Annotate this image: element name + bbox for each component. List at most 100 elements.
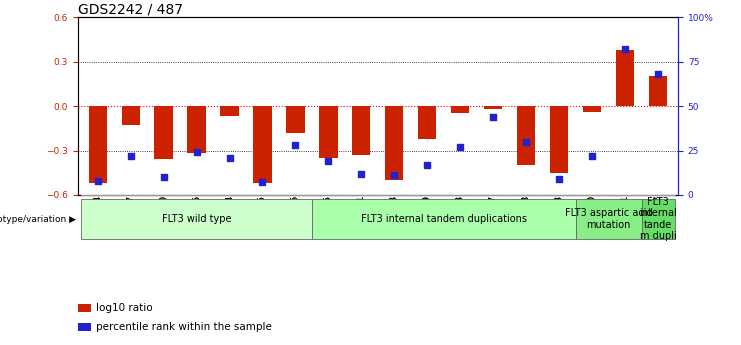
Text: GSM48254: GSM48254 [93, 195, 102, 238]
Point [224, 155, 236, 160]
Bar [154, 106, 173, 159]
Text: GSM48252: GSM48252 [654, 195, 662, 238]
Text: GSM48588: GSM48588 [522, 195, 531, 238]
Point [554, 176, 565, 182]
FancyBboxPatch shape [576, 195, 609, 197]
Text: GSM48541: GSM48541 [621, 195, 630, 238]
Text: GSM48584: GSM48584 [225, 195, 234, 238]
Text: percentile rank within the sample: percentile rank within the sample [96, 322, 272, 332]
FancyBboxPatch shape [477, 195, 510, 197]
Text: GSM48503: GSM48503 [390, 195, 399, 238]
Text: GSM48584: GSM48584 [225, 195, 234, 238]
Point [322, 158, 334, 164]
Bar [286, 106, 305, 133]
FancyBboxPatch shape [576, 199, 642, 239]
Point [290, 142, 302, 148]
Text: genotype/variation ▶: genotype/variation ▶ [0, 215, 76, 224]
Text: GSM48543: GSM48543 [456, 195, 465, 238]
Point [256, 180, 268, 185]
FancyBboxPatch shape [213, 195, 246, 197]
FancyBboxPatch shape [312, 199, 576, 239]
Bar [253, 106, 271, 183]
Bar [517, 106, 536, 165]
Text: GSM48588: GSM48588 [522, 195, 531, 238]
Text: GDS2242 / 487: GDS2242 / 487 [78, 2, 183, 16]
Point [454, 144, 466, 150]
Bar [385, 106, 403, 180]
Bar [220, 106, 239, 117]
Text: GSM48586: GSM48586 [291, 195, 300, 238]
Text: GSM48501: GSM48501 [357, 195, 366, 238]
Point [586, 153, 598, 159]
Text: GSM48253: GSM48253 [555, 195, 564, 238]
FancyBboxPatch shape [444, 195, 477, 197]
Point [356, 171, 368, 176]
Point [652, 71, 664, 77]
Bar [319, 106, 337, 158]
Bar [122, 106, 139, 125]
Point [388, 172, 400, 178]
Text: GSM48510: GSM48510 [159, 195, 168, 238]
Text: GSM48539: GSM48539 [423, 195, 432, 238]
FancyBboxPatch shape [543, 195, 576, 197]
Text: GSM48350: GSM48350 [588, 195, 597, 238]
Text: GSM48539: GSM48539 [423, 195, 432, 238]
Text: FLT3
internal
tande
m dupli: FLT3 internal tande m dupli [639, 197, 677, 241]
Bar [88, 106, 107, 183]
FancyBboxPatch shape [246, 195, 279, 197]
Bar [551, 106, 568, 173]
Point [190, 149, 202, 155]
Text: GSM48586: GSM48586 [291, 195, 300, 238]
Text: GSM48507: GSM48507 [126, 195, 135, 238]
FancyBboxPatch shape [312, 195, 345, 197]
FancyBboxPatch shape [378, 195, 411, 197]
Text: GSM48254: GSM48254 [93, 195, 102, 238]
Text: GSM48252: GSM48252 [654, 195, 662, 238]
Text: log10 ratio: log10 ratio [96, 303, 153, 313]
Text: GSM48587: GSM48587 [489, 195, 498, 238]
Bar [78, 304, 91, 313]
FancyBboxPatch shape [345, 195, 378, 197]
Text: GSM48255: GSM48255 [324, 195, 333, 238]
Point [422, 162, 433, 167]
Text: FLT3 wild type: FLT3 wild type [162, 214, 231, 224]
Text: GSM48585: GSM48585 [258, 195, 267, 238]
Text: FLT3 aspartic acid
mutation: FLT3 aspartic acid mutation [565, 208, 653, 230]
FancyBboxPatch shape [114, 195, 147, 197]
Bar [583, 106, 602, 112]
Text: GSM48546: GSM48546 [192, 195, 201, 238]
Text: GSM48546: GSM48546 [192, 195, 201, 238]
Point [158, 175, 170, 180]
Text: FLT3 internal tandem duplications: FLT3 internal tandem duplications [361, 214, 527, 224]
Bar [649, 77, 668, 106]
Text: GSM48541: GSM48541 [621, 195, 630, 238]
Point [124, 153, 136, 159]
Bar [78, 323, 91, 331]
Point [488, 114, 499, 119]
FancyBboxPatch shape [642, 199, 675, 239]
FancyBboxPatch shape [279, 195, 312, 197]
Text: GSM48350: GSM48350 [588, 195, 597, 238]
Text: GSM48255: GSM48255 [324, 195, 333, 238]
FancyBboxPatch shape [411, 195, 444, 197]
FancyBboxPatch shape [81, 195, 114, 197]
Bar [485, 106, 502, 109]
Text: GSM48543: GSM48543 [456, 195, 465, 238]
FancyBboxPatch shape [147, 195, 180, 197]
FancyBboxPatch shape [81, 199, 312, 239]
FancyBboxPatch shape [180, 195, 213, 197]
Bar [419, 106, 436, 139]
Bar [617, 50, 634, 106]
Text: GSM48253: GSM48253 [555, 195, 564, 238]
Text: GSM48587: GSM48587 [489, 195, 498, 238]
Text: GSM48503: GSM48503 [390, 195, 399, 238]
Text: GSM48585: GSM48585 [258, 195, 267, 238]
Point [619, 47, 631, 52]
Text: GSM48507: GSM48507 [126, 195, 135, 238]
Point [92, 178, 104, 184]
Text: GSM48510: GSM48510 [159, 195, 168, 238]
Text: GSM48501: GSM48501 [357, 195, 366, 238]
Bar [187, 106, 205, 154]
Bar [353, 106, 370, 155]
FancyBboxPatch shape [510, 195, 543, 197]
